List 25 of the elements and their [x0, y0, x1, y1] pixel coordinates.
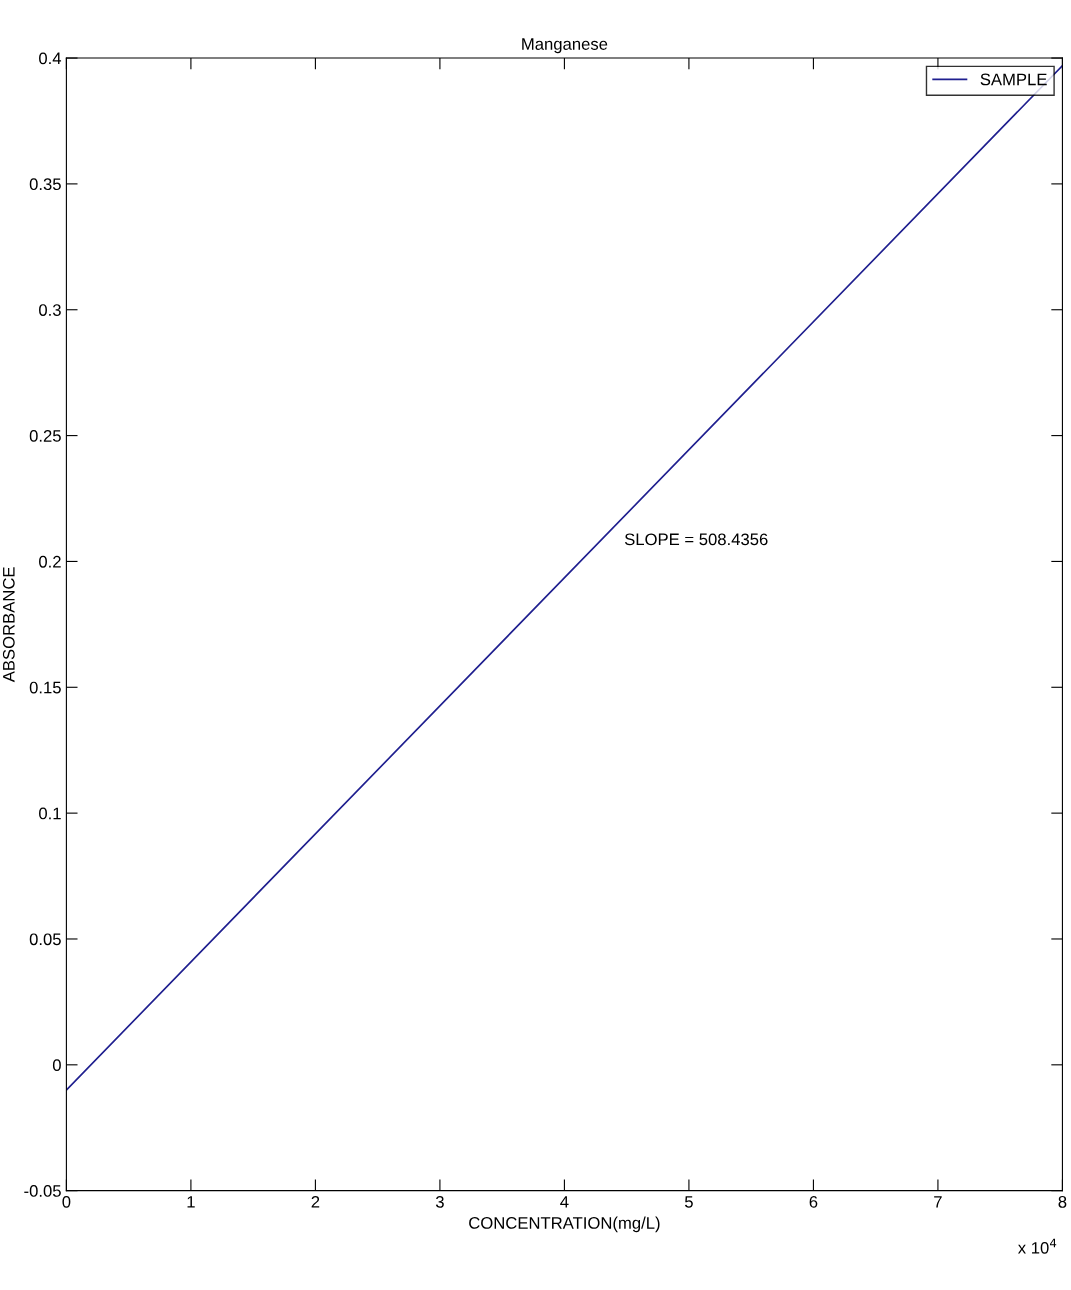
y-tick-label: 0.25 [29, 429, 61, 442]
y-tick-label: 0.15 [29, 681, 61, 694]
x-axis-title: CONCENTRATION(mg/L) [469, 1216, 660, 1233]
x-tick-label: 5 [684, 1196, 693, 1208]
text: x 10$^{4}$ [1017, 1238, 1057, 1254]
annotation: SLOPE = 508.4356 [624, 533, 768, 546]
x-tick-label: 4 [560, 1196, 569, 1208]
x-tick-label: 7 [934, 1196, 942, 1208]
x-tick-label: 2 [311, 1195, 320, 1208]
y-tick-label: 0.3 [39, 304, 61, 316]
chart-title: Manganese [522, 38, 608, 54]
y-tick-label: 0.05 [29, 933, 61, 946]
legend-label: SAMPLE [980, 73, 1047, 86]
y-tick-label: -0.05 [24, 1185, 61, 1197]
y-tick-label: 0.35 [29, 178, 61, 191]
x-tick-label: 3 [435, 1195, 444, 1208]
y-tick-label: 0.4 [39, 52, 62, 65]
y-tick-label: 0 [52, 1059, 61, 1072]
y-tick-label: 0.2 [39, 555, 61, 568]
x-tick-label: 1 [187, 1196, 195, 1208]
y-tick-label: 0.1 [39, 807, 61, 820]
x-tick-label: 6 [809, 1195, 818, 1208]
x-tick-label: 8 [1058, 1195, 1067, 1208]
x-tick-label: 0 [62, 1195, 71, 1208]
y-axis-title: ABSORBANCE [2, 567, 15, 683]
